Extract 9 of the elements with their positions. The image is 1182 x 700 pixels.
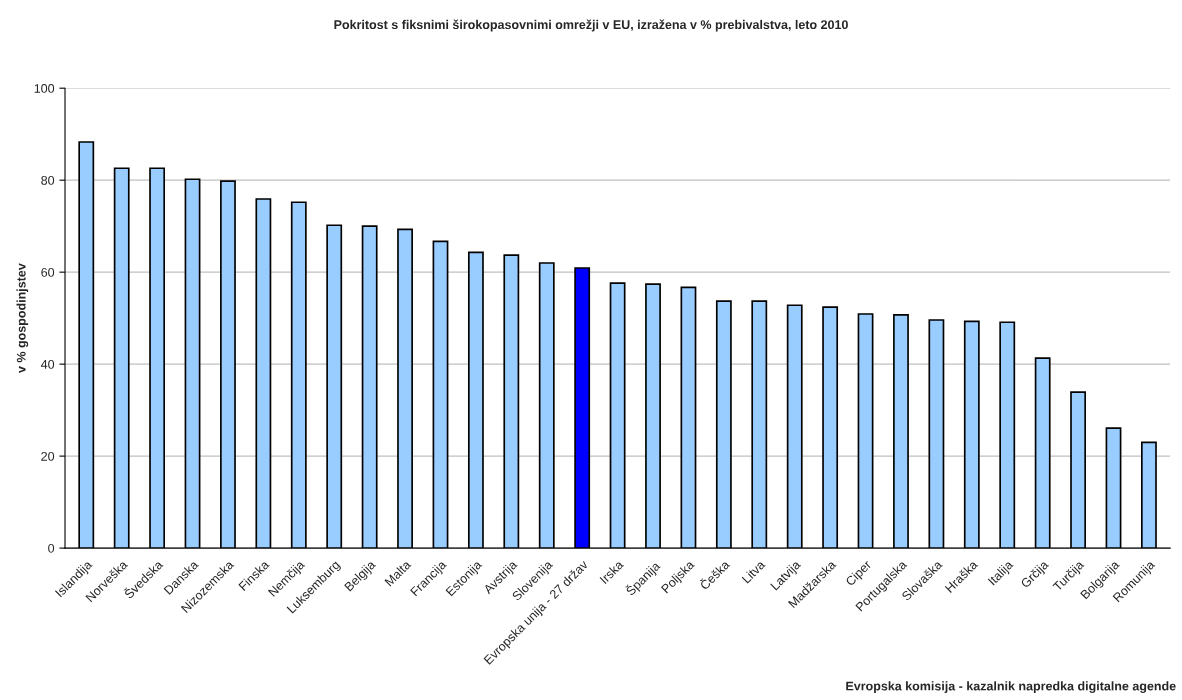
y-tick-label: 40 bbox=[40, 359, 55, 369]
text: Evropska komisija - kazalnik napredka digitalne agende bbox=[846, 681, 1176, 693]
y-axis-title: v % gospodinjstev bbox=[16, 263, 29, 373]
y-tick-label: 80 bbox=[41, 175, 55, 185]
chart-title: Pokritost s fiksnimi širokopasovnimi omrežji v EU, izražena v % prebivalstva, leto 2010 bbox=[334, 19, 848, 32]
y-tick-label: 100 bbox=[34, 84, 55, 93]
y-tick-label: 20 bbox=[41, 451, 55, 461]
y-tick-label: 0 bbox=[48, 543, 55, 553]
y-tick-label: 60 bbox=[41, 267, 55, 277]
